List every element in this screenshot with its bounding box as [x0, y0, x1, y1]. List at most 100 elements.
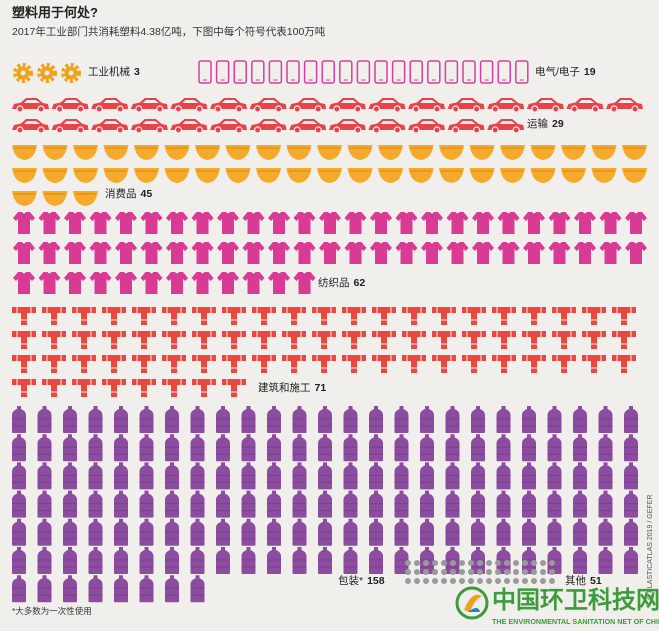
- icon: [217, 272, 239, 294]
- icon: [195, 168, 220, 183]
- icon: [190, 575, 205, 603]
- icon: [402, 354, 426, 373]
- icon: [344, 242, 367, 264]
- icon: [496, 462, 511, 490]
- bottle-label: [369, 503, 383, 512]
- car-wheel: [314, 126, 322, 134]
- pipe-joint: [256, 306, 272, 321]
- icon: [368, 98, 406, 113]
- icon: [450, 569, 456, 575]
- bowl: [317, 145, 342, 160]
- category-value: 158: [367, 575, 385, 587]
- icon: [471, 434, 485, 462]
- icon: [73, 145, 98, 160]
- dot: [405, 578, 411, 584]
- icon: [319, 212, 341, 234]
- bottle-label: [88, 446, 103, 455]
- icon: [540, 578, 546, 584]
- icon: [215, 60, 230, 84]
- icon: [192, 330, 216, 349]
- shirt: [64, 272, 86, 294]
- icon: [88, 462, 103, 490]
- pipe-joint: [286, 354, 302, 369]
- icon: [561, 168, 586, 183]
- bottle-label: [292, 474, 307, 483]
- dot: [531, 578, 537, 584]
- icon: [225, 145, 251, 160]
- pipe: [192, 379, 216, 397]
- bowl: [73, 145, 98, 160]
- icon: [432, 354, 456, 373]
- pipe: [612, 355, 636, 373]
- icon: [89, 272, 112, 294]
- icon: [369, 462, 383, 490]
- pipe: [582, 331, 606, 349]
- icon: [12, 378, 36, 397]
- icon: [573, 547, 587, 574]
- car-window: [420, 100, 436, 103]
- bottle-label: [394, 559, 409, 568]
- pipe-joint: [586, 330, 602, 345]
- gear-hole: [20, 70, 26, 76]
- footnote: *大多数为一次性使用: [12, 606, 92, 616]
- icon: [242, 242, 265, 264]
- pipe-joint: [256, 330, 272, 345]
- car-wheel: [95, 105, 103, 113]
- icon: [132, 378, 156, 397]
- phone-body: [339, 60, 353, 84]
- bowl: [561, 168, 586, 183]
- bottle-label: [37, 446, 52, 455]
- icon: [252, 330, 276, 349]
- icon: [598, 490, 613, 518]
- icon: [343, 490, 358, 518]
- dot: [423, 569, 429, 575]
- car-window: [459, 121, 476, 124]
- bottle-label: [547, 474, 562, 483]
- shirt: [89, 272, 112, 294]
- pipe-joint: [76, 306, 92, 321]
- shirt: [217, 272, 239, 294]
- icon: [547, 462, 562, 490]
- icon: [472, 242, 494, 264]
- pipe: [102, 307, 126, 325]
- bowl: [195, 168, 220, 183]
- car-wheel: [452, 105, 460, 113]
- bowl: [622, 145, 647, 160]
- bottle-label: [445, 474, 460, 483]
- icon: [162, 330, 186, 349]
- pipe: [282, 331, 306, 349]
- icon: [408, 119, 445, 134]
- icon: [445, 406, 460, 433]
- car-window: [340, 100, 357, 103]
- icon: [471, 518, 485, 546]
- bottle-label: [267, 418, 281, 427]
- icon: [217, 242, 239, 264]
- icon: [190, 406, 205, 433]
- phone-body: [321, 60, 335, 84]
- icon: [343, 547, 358, 574]
- icon: [37, 547, 52, 574]
- icon: [225, 168, 251, 183]
- dot: [522, 569, 528, 575]
- dot: [441, 578, 447, 584]
- dot: [540, 578, 546, 584]
- pipe: [462, 355, 486, 373]
- bottle-label: [114, 503, 128, 512]
- icon: [164, 145, 190, 160]
- bottle-label: [369, 418, 383, 427]
- bottle-label: [573, 418, 587, 427]
- bottle-label: [190, 446, 205, 455]
- pipe: [222, 331, 246, 349]
- bottle-label: [12, 503, 26, 512]
- icon: [540, 560, 546, 566]
- icon: [102, 354, 126, 373]
- category-label: 其他 51: [565, 574, 602, 587]
- icon: [114, 547, 128, 574]
- icon: [51, 98, 89, 113]
- car-wheel: [531, 105, 539, 113]
- car-wheel: [433, 105, 441, 113]
- gear-teeth: [13, 63, 33, 83]
- icon: [139, 462, 154, 490]
- icon: [479, 60, 494, 84]
- icon: [292, 434, 307, 462]
